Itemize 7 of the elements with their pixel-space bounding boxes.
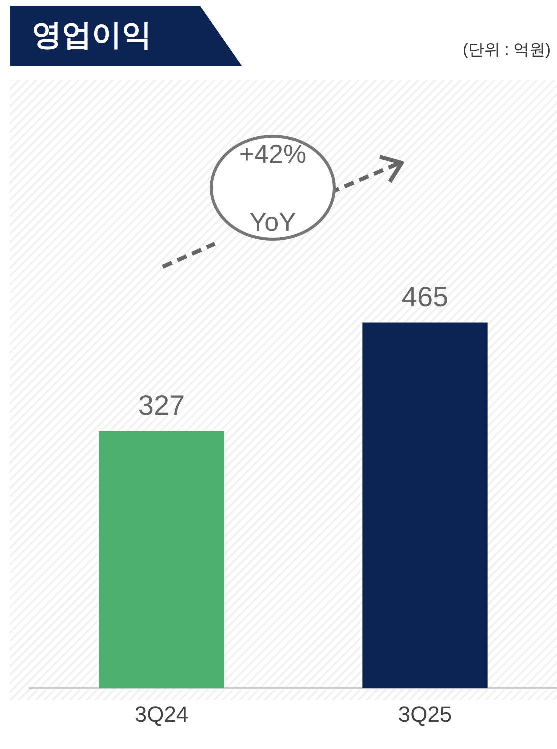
text: (단위 : 억원) (463, 41, 551, 61)
x-tick-label: 3Q24 (134, 702, 189, 727)
text: +42% YoY (239, 139, 307, 237)
data-label: 465 (402, 282, 449, 312)
chart-title: 영업이익 (10, 6, 242, 66)
data-label: 327 (138, 390, 186, 422)
x-tick-label: 3Q25 (398, 702, 452, 727)
